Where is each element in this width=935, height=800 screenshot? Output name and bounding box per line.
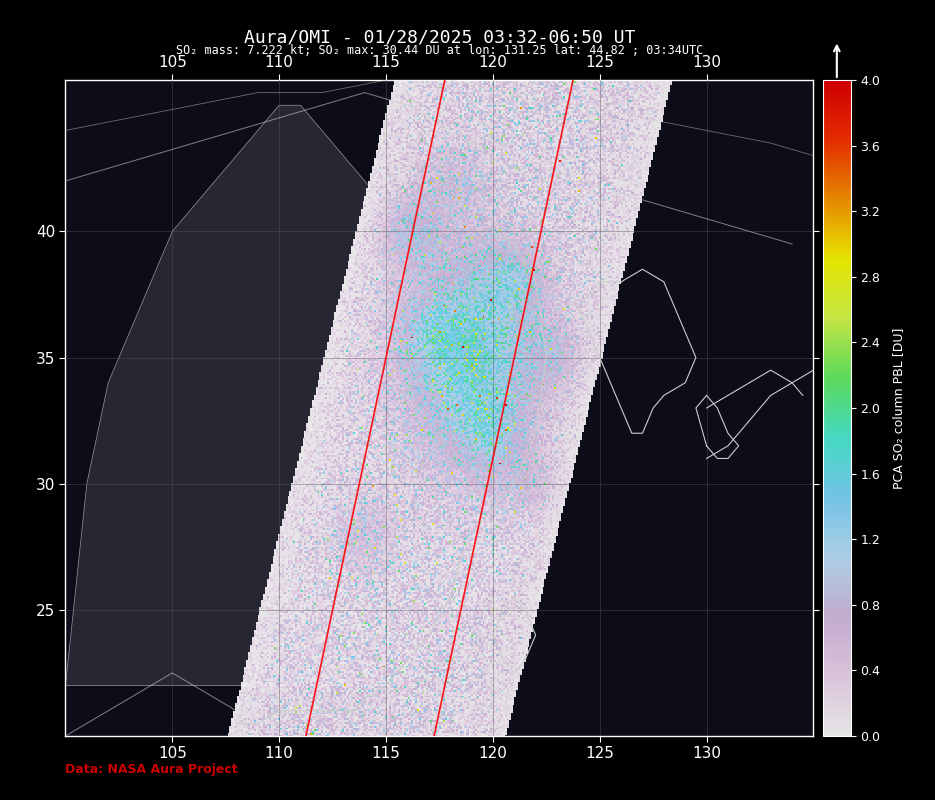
Polygon shape	[65, 106, 536, 686]
Text: Data: NASA Aura Project: Data: NASA Aura Project	[65, 763, 238, 776]
Text: SO₂ mass: 7.222 kt; SO₂ max: 30.44 DU at lon: 131.25 lat: 44.82 ; 03:34UTC: SO₂ mass: 7.222 kt; SO₂ max: 30.44 DU at…	[176, 44, 703, 57]
Text: Aura/OMI - 01/28/2025 03:32-06:50 UT: Aura/OMI - 01/28/2025 03:32-06:50 UT	[244, 28, 635, 46]
Y-axis label: PCA SO₂ column PBL [DU]: PCA SO₂ column PBL [DU]	[892, 327, 905, 489]
